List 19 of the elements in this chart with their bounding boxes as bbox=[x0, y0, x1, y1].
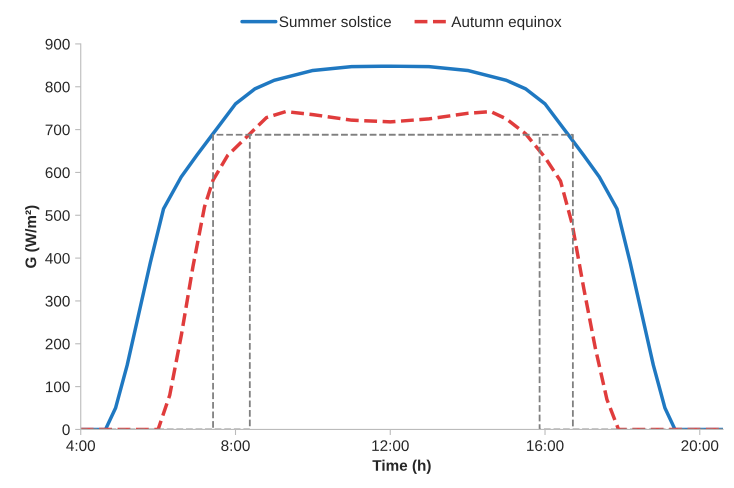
x-tick-label: 4:00 bbox=[66, 440, 96, 452]
y-tick-label: 700 bbox=[46, 124, 70, 136]
y-tick-label: 500 bbox=[45, 210, 70, 221]
y-tick-label: 900 bbox=[46, 38, 70, 50]
y-tick-label: 600 bbox=[46, 167, 70, 178]
x-axis-title: Time (h) bbox=[372, 460, 431, 474]
y-tick-label: 300 bbox=[45, 296, 70, 307]
x-tick-label: 20:00 bbox=[681, 440, 718, 452]
y-tick-label: 800 bbox=[46, 82, 70, 92]
y-tick-label: 200 bbox=[46, 338, 70, 350]
x-tick-label: 12:00 bbox=[372, 440, 409, 452]
x-tick-label: 8:00 bbox=[221, 440, 250, 452]
y-axis-title: G (W/m²) bbox=[25, 206, 40, 268]
y-tick-label: 400 bbox=[45, 252, 70, 264]
y-tick-label: 100 bbox=[46, 381, 70, 392]
legend-label: Summer solstice bbox=[279, 16, 391, 28]
legend-label: Autumn equinox bbox=[451, 16, 562, 30]
y-tick-label: 0 bbox=[62, 424, 70, 436]
x-tick-label: 16:00 bbox=[527, 440, 564, 452]
